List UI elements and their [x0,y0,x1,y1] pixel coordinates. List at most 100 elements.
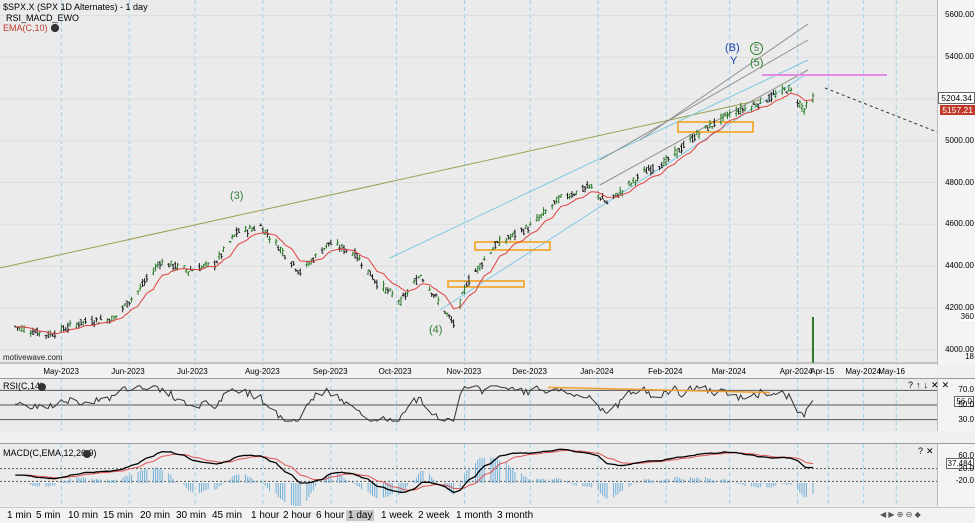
timeframe-button-15-min[interactable]: 15 min [103,510,134,521]
timeframe-button-1-month[interactable]: 1 month [456,510,493,521]
macd-title: MACD(C,EMA,12,26,9) [3,448,97,458]
close-icon[interactable]: ✕ [941,380,950,390]
time-axis-label: Oct-2023 [378,367,412,376]
close-icon[interactable]: ✕ [926,446,934,456]
wave-label-4: (4) [429,324,443,336]
volume-bar [811,317,814,363]
time-axis-label: Nov-2023 [446,367,482,376]
target-box [474,241,551,251]
time-axis-label: Apr-2024 [779,367,813,376]
help-icon[interactable]: ? [908,380,914,390]
timeframe-button-1-hour[interactable]: 1 hour [251,510,280,521]
time-axis-label: Sep-2023 [312,367,348,376]
rsi-pane[interactable]: RSI(C,14) [0,379,937,431]
macd-axis-tick: 20.0 [958,463,974,473]
macd-axis-tick: -20.0 [955,476,974,486]
time-axis[interactable]: May-2023 Jun-2023 Jul-2023 Aug-2023 Sep-2023… [0,365,937,379]
gear-icon[interactable] [38,383,46,391]
macd-signal-line [15,449,814,491]
ema-line [15,92,814,335]
rsi-title: RSI(C,14) [3,381,44,391]
price-axis-tick: 5600.00 [945,10,974,20]
channel-line [639,23,809,141]
help-icon[interactable]: ? [918,446,924,456]
gear-icon[interactable] [50,24,59,32]
macd-controls[interactable]: ? ✕ [915,446,934,457]
timeframe-button-1-day[interactable]: 1 day [346,510,375,521]
macd-axis-tick: 37.484 [945,458,974,469]
time-axis-label: Dec-2023 [512,367,547,376]
pane-divider[interactable] [0,378,975,379]
timeframe-button-2-hour[interactable]: 2 hour [283,510,312,521]
time-axis-label: Jan-2024 [580,367,614,376]
gear-icon[interactable] [83,450,91,458]
macd-pane[interactable]: MACD(C,EMA,12,26,9) [0,444,937,506]
time-axis-label: May-2024 [845,367,881,376]
move-down-icon[interactable]: ↓ [923,380,929,390]
timeframe-button-10-min[interactable]: 10 min [68,510,99,521]
price-axis-tick: 4400.00 [945,261,974,271]
rsi-axis-tick: 56.0 [954,395,974,407]
macd-line [15,448,813,494]
volume-axis-tick: 360 [960,312,974,321]
time-axis-label: Jul-2023 [177,367,208,376]
time-axis-label: Apr-15 [810,367,835,376]
wave-label-3: (3) [230,190,244,202]
channel-line [389,59,809,259]
macd-axis-tick: 60.0 [958,450,974,460]
wave-label-5: (5) [750,57,764,69]
rsi-divergence-line [547,386,771,394]
nav-arrows-icon[interactable]: ◀ ▶ ⊕ ⊖ ◆ [880,510,921,519]
wave-label-y: Y [730,55,738,67]
price-axis-tick: 5400.00 [945,52,974,62]
price-chart-pane[interactable]: $SPX.X (SPX 1D Alternates) - 1 day RSI_M… [0,0,937,365]
volume-axis-tick: 18 [965,352,974,361]
pane-divider[interactable] [0,443,975,444]
time-axis-label: Feb-2024 [648,367,683,376]
chart-title: $SPX.X (SPX 1D Alternates) - 1 day [3,2,148,12]
timeframe-button-1-week[interactable]: 1 week [381,510,413,521]
timeframe-button-30-min[interactable]: 30 min [176,510,207,521]
timeframe-bar: 1 min 5 min 10 min 15 min 20 min 30 min 45 min… [0,507,975,523]
macd-chart-svg[interactable] [0,444,937,506]
close-icon[interactable]: ✕ [931,380,939,390]
time-axis-label: May-2023 [43,367,79,376]
channel-line [599,69,809,186]
move-up-icon[interactable]: ↑ [916,380,921,390]
macd-axis[interactable]: 60.0 37.484 20.0 -20.0 [937,444,975,506]
timeframe-button-45-min[interactable]: 45 min [212,510,243,521]
timeframe-button-1-min[interactable]: 1 min [7,510,32,521]
trendline [0,99,761,269]
price-axis-tick: 5000.00 [945,135,974,145]
timeframe-button-5-min[interactable]: 5 min [36,510,61,521]
watermark: motivewave.com [3,353,63,362]
price-axis-tick: 4000.00 [945,344,974,354]
rsi-chart-svg[interactable] [0,379,937,431]
wave-label-5-circle: 5 [750,42,763,55]
time-axis-label: Mar-2024 [711,367,746,376]
rsi-axis-tick: 30.0 [958,414,974,424]
channel-line [599,39,809,161]
projection-line [824,87,937,133]
rsi-axis[interactable]: 70.0 56.0 50.0 30.0 [937,379,975,431]
timeframe-button-2-week[interactable]: 2 week [418,510,450,521]
rsi-controls[interactable]: ? ↑ ↓ ✕ ✕ [905,380,949,391]
ema-legend-label: EMA(C,10) [3,23,48,33]
timeframe-button-3-month[interactable]: 3 month [497,510,534,521]
timeframe-button-6-hour[interactable]: 6 hour [316,510,345,521]
last-price-badge: 5204.34 [938,92,975,105]
price-axis-tick: 4800.00 [945,177,974,187]
rsi-axis-tick: 70.0 [958,385,974,395]
ema-legend[interactable]: EMA(C,10) [3,23,59,34]
price-chart-svg[interactable] [0,0,937,365]
price-axis-tick: 4200.00 [945,302,974,312]
timeframe-button-20-min[interactable]: 20 min [140,510,171,521]
time-axis-label: May-16 [878,367,905,376]
rsi-line [15,385,814,422]
price-axis[interactable]: 5600.005400.005200.005000.004800.004600.… [937,0,975,365]
target-box [447,280,525,288]
price-axis-tick: 4600.00 [945,219,974,229]
wave-label-b: (B) [725,42,740,54]
time-axis-label: Aug-2023 [244,367,280,376]
target-box [677,121,754,133]
